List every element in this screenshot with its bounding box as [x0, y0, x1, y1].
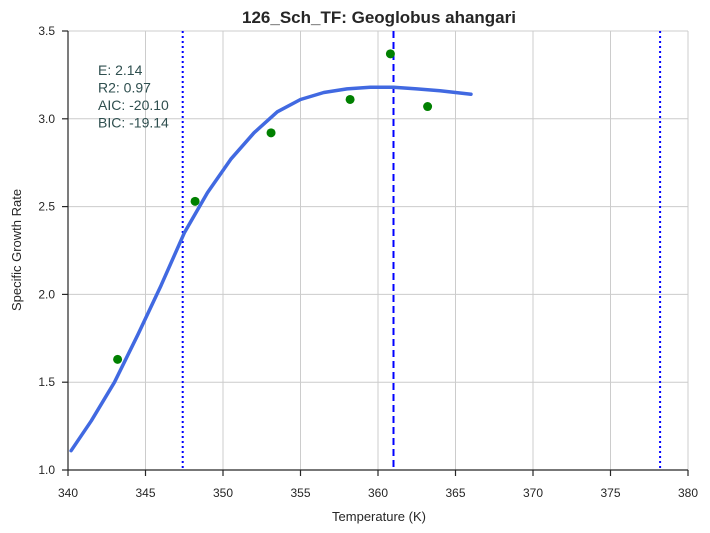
data-point [345, 94, 355, 104]
fit-statistic-line: E: 2.14 [98, 62, 143, 78]
y-tick-label: 1.0 [38, 463, 55, 477]
x-tick-label: 350 [213, 486, 233, 500]
x-tick-label: 370 [523, 486, 543, 500]
fit-statistic-line: R2: 0.97 [98, 80, 151, 96]
grid [67, 30, 689, 471]
data-point [266, 128, 276, 138]
x-tick-label: 380 [678, 486, 698, 500]
x-tick-label: 355 [290, 486, 310, 500]
x-tick-label: 345 [135, 486, 155, 500]
x-tick-label: 360 [368, 486, 388, 500]
y-axis-ticks: 1.0 1.5 2.0 2.5 3.0 3.5 [38, 24, 68, 477]
fit-statistic-line: BIC: -19.14 [98, 115, 169, 131]
data-point [385, 49, 395, 59]
y-axis-label: Specific Growth Rate [9, 189, 24, 311]
y-tick-label: 1.5 [38, 375, 55, 389]
y-tick-label: 3.0 [38, 112, 55, 126]
x-tick-label: 375 [600, 486, 620, 500]
fit-statistic-line: AIC: -20.10 [98, 97, 169, 113]
chart-title: 126_Sch_TF: Geoglobus ahangari [242, 8, 516, 27]
vertical-lines [181, 31, 662, 470]
y-tick-label: 2.5 [38, 200, 55, 214]
fit-curve [69, 85, 473, 453]
data-points [113, 49, 433, 364]
data-point [113, 354, 123, 364]
x-tick-label: 340 [58, 486, 78, 500]
x-tick-label: 365 [445, 486, 465, 500]
x-axis-ticks: 340 345 350 355 360 365 370 375 380 [58, 470, 698, 500]
y-tick-label: 3.5 [38, 24, 55, 38]
data-point [190, 196, 200, 206]
x-axis-label: Temperature (K) [332, 509, 426, 524]
data-point [423, 102, 433, 112]
y-tick-label: 2.0 [38, 287, 55, 301]
